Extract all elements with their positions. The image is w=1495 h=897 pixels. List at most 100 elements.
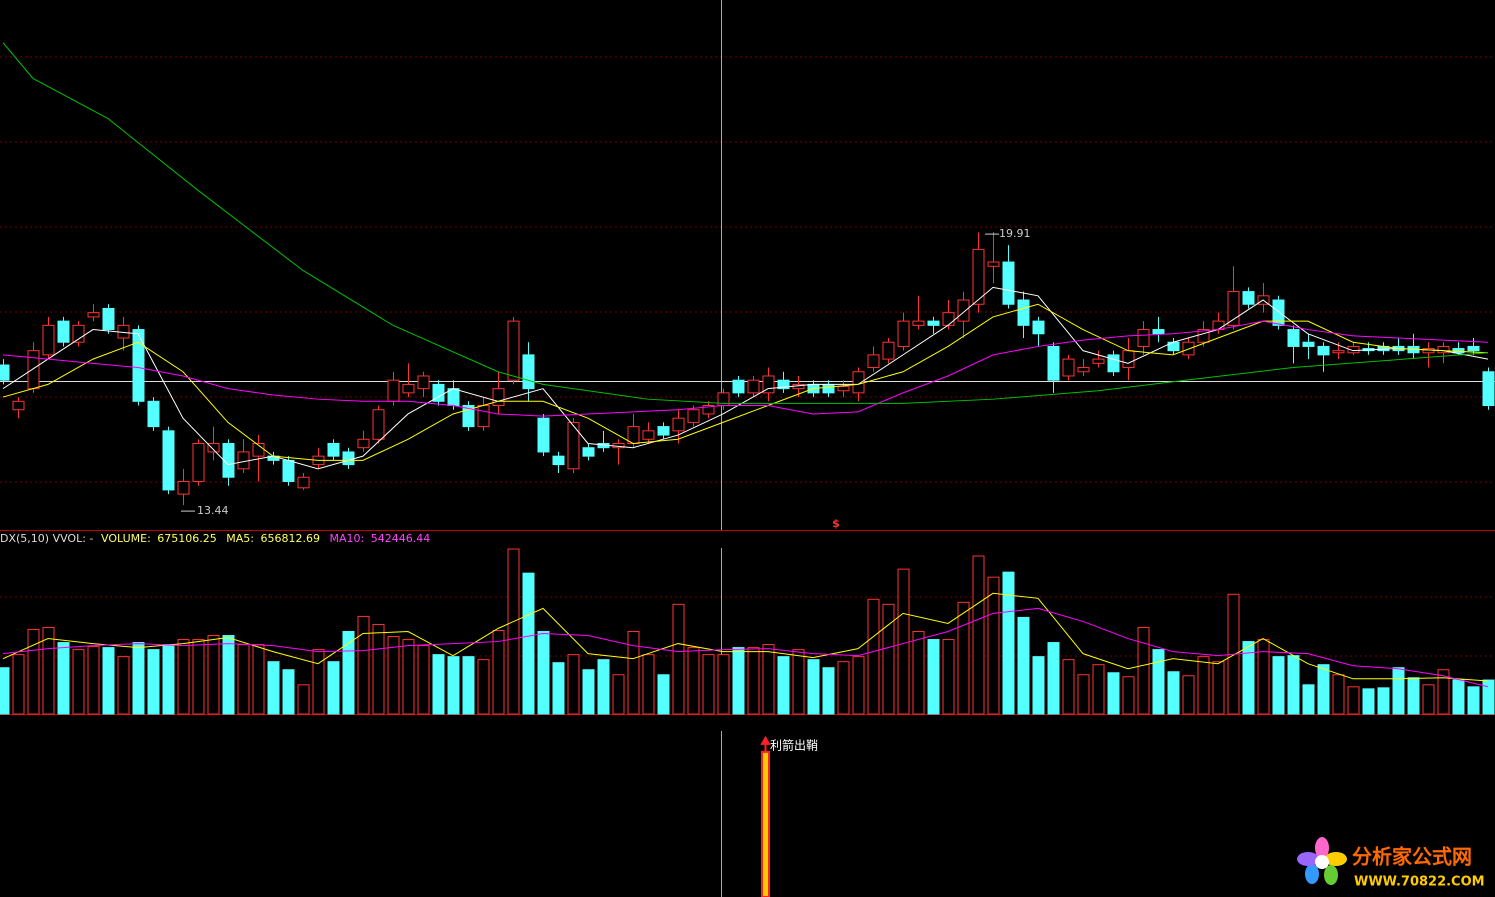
candle-body (1332, 350, 1345, 354)
candle-body (1347, 345, 1360, 354)
candle-body (987, 261, 1000, 267)
candle-body (387, 379, 400, 402)
volume-bar (0, 667, 10, 715)
candle-body (1152, 329, 1165, 335)
candle-body (102, 307, 115, 331)
volume-bar (867, 598, 880, 715)
volume-bar (822, 667, 835, 715)
candle-body (522, 354, 535, 390)
volume-bar (1167, 671, 1180, 715)
candle-body (462, 405, 475, 428)
candle-body (1317, 345, 1330, 356)
volume-bar (1152, 649, 1165, 715)
volume-bar (987, 576, 1000, 715)
candle-body (1107, 354, 1120, 373)
volume-bar (792, 649, 805, 715)
candle-body (222, 442, 235, 478)
candle-body (0, 364, 10, 381)
candle-body (432, 383, 445, 402)
volume-bar (1467, 686, 1480, 715)
candle-body (747, 379, 760, 394)
volume-bar (972, 555, 985, 715)
candle-body (1137, 329, 1150, 347)
volume-bar (1092, 664, 1105, 715)
candle-body (627, 426, 640, 444)
volume-bar (327, 661, 340, 715)
volume-bar (747, 647, 760, 715)
candle-body (372, 409, 385, 440)
logo-petal (1324, 865, 1338, 885)
volume-bar (1422, 684, 1435, 715)
volume-bar (27, 628, 40, 715)
candle-body (642, 430, 655, 440)
volume-bar (162, 644, 175, 715)
volume-bar (552, 662, 565, 715)
candle-body (1002, 261, 1015, 305)
candle-body (402, 383, 415, 394)
volume-bar (507, 548, 520, 715)
candle-body (507, 320, 520, 381)
volume-bar (252, 644, 265, 715)
volume-bar (447, 656, 460, 715)
candle-body (192, 442, 205, 482)
volume-bar (342, 631, 355, 715)
logo-petal (1325, 852, 1347, 866)
volume-bar (612, 674, 625, 715)
volume-bar (1107, 672, 1120, 715)
candle-body (132, 329, 145, 402)
ma-line (2, 303, 1489, 461)
indicator-header: DX(5,10) VVOL: - (0, 532, 93, 545)
volume-bar (537, 631, 550, 715)
candle-body (867, 354, 880, 369)
ma5-value: 656812.69 (261, 532, 321, 545)
volume-bar (1137, 626, 1150, 715)
volume-bar (357, 615, 370, 715)
logo-petal (1315, 837, 1329, 859)
low-annotation: 13.44 (197, 504, 229, 517)
candle-body (537, 417, 550, 453)
candle-body (897, 320, 910, 347)
candle-body (912, 320, 925, 326)
volume-bar (477, 659, 490, 715)
volume-bar (522, 572, 535, 715)
volume-bar (912, 631, 925, 715)
candle-body (552, 455, 565, 466)
volume-bar (132, 642, 145, 715)
volume-bar (1347, 686, 1360, 715)
candle-body (1467, 345, 1480, 352)
candle-body (147, 400, 160, 428)
volume-bar (1077, 674, 1090, 715)
candle-body (1032, 320, 1045, 335)
volume-bar (1407, 677, 1420, 715)
candle-body (342, 451, 355, 466)
volume-bar (852, 656, 865, 715)
candle-body (852, 371, 865, 394)
volume-bar (672, 603, 685, 715)
ma10-label: MA10: (330, 532, 365, 545)
volume-bar (1302, 684, 1315, 715)
volume-bar (1122, 676, 1135, 715)
candle-body (492, 388, 505, 407)
candle-body (687, 409, 700, 423)
candle-body (567, 421, 580, 470)
candle-body (582, 447, 595, 457)
volume-bar (957, 601, 970, 715)
volume-bar (1047, 642, 1060, 715)
candle-body (927, 320, 940, 326)
volume-bar (222, 635, 235, 715)
volume-bar (1017, 616, 1030, 715)
volume-bar (1197, 656, 1210, 715)
volume-bar (57, 642, 70, 715)
volume-bar (1062, 659, 1075, 715)
volume-bar (42, 626, 55, 715)
candle-body (27, 350, 40, 390)
candle-body (1452, 348, 1465, 354)
candle-body (327, 442, 340, 457)
logo-center (1315, 855, 1329, 869)
volume-bar (717, 654, 730, 715)
candle-body (732, 379, 745, 394)
volume-bar (432, 654, 445, 715)
volume-bar (312, 649, 325, 715)
logo-petal (1305, 864, 1319, 884)
